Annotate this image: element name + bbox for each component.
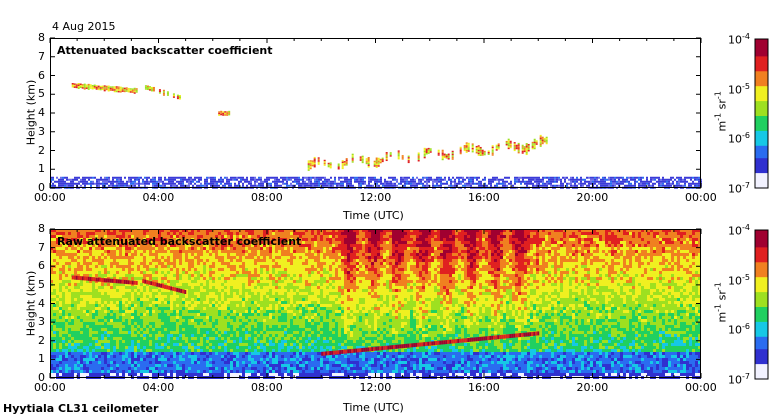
panel1-y-tick-label: 7 — [38, 49, 45, 63]
panel1-y-tick-label: 3 — [38, 124, 45, 138]
panel-title-1: Attenuated backscatter coefficient — [57, 44, 273, 57]
cloud-trace — [321, 331, 540, 356]
panel1-y-tick-label: 2 — [38, 143, 45, 157]
panel2-x-tick-label: 08:00 — [251, 381, 283, 394]
panel1-y-tick-label: 1 — [38, 162, 45, 176]
colorbar-tick-label: 10-4 — [728, 32, 750, 47]
unit-main: m — [715, 120, 729, 132]
x-axis-label-1: Time (UTC) — [343, 209, 404, 222]
plot-area-2 — [49, 228, 702, 379]
panel1-x-tick-label: 16:00 — [468, 191, 500, 204]
instrument-footer: Hyytiala CL31 ceilometer — [3, 402, 159, 415]
panel1-y-tick-label: 8 — [38, 31, 45, 44]
panel2-y-tick-label: 0 — [38, 371, 45, 384]
panel2-y-tick-label: 6 — [38, 259, 45, 273]
panel2-x-tick-label: 16:00 — [468, 381, 500, 394]
colorbar-tick-label: 10-5 — [728, 272, 750, 288]
unit-exp2: -1 — [713, 91, 723, 100]
panel2-y-tick-label: 2 — [38, 333, 45, 347]
panel1-y-tick-label: 5 — [38, 87, 45, 101]
panel2-y-tick-label: 8 — [38, 222, 45, 235]
unit-exp2: -1 — [713, 282, 723, 291]
panel2-y-tick-label: 1 — [38, 352, 45, 366]
cloud-feature — [218, 110, 231, 116]
x-axis-label-2: Time (UTC) — [343, 401, 404, 414]
panel2-y-tick-label: 5 — [38, 277, 45, 291]
panel2-x-tick-label: 00:00 — [685, 381, 717, 394]
panel2-x-tick-label: 00:00 — [34, 381, 66, 394]
colorbar-border — [754, 38, 769, 189]
panel2-y-tick-label: 4 — [38, 296, 45, 310]
panel2-x-tick-label: 04:00 — [142, 381, 175, 394]
unit-exp1: -1 — [713, 112, 723, 121]
colorbar-tick-label: 10-7 — [728, 372, 750, 387]
raw-backscatter-field — [50, 229, 701, 379]
colorbar-tick-label: 10-5 — [728, 81, 750, 97]
panel2-y-tick-label: 7 — [38, 240, 45, 254]
y-axis-label-2: Height (km) — [24, 270, 38, 337]
panel1-x-tick-label: 08:00 — [251, 191, 283, 204]
cloud-feature — [71, 82, 138, 94]
colorbar-tick-label: 10-6 — [728, 322, 750, 337]
colorbar-gradient-2 — [754, 229, 769, 380]
unit-mid: sr — [715, 290, 729, 304]
panel1-y-tick-label: 0 — [38, 181, 45, 194]
plot-frame-2 — [50, 229, 701, 378]
panel2-x-tick-label: 12:00 — [359, 381, 392, 394]
panel1-x-tick-label: 00:00 — [34, 191, 66, 204]
panel1-x-tick-label: 20:00 — [576, 191, 609, 204]
panel1-x-tick-label: 12:00 — [359, 191, 392, 204]
colorbar-steps — [755, 39, 768, 189]
colorbar-border — [754, 229, 769, 380]
cloud-feature — [307, 134, 548, 171]
date-label: 4 Aug 2015 — [52, 20, 116, 33]
panel2-x-tick-label: 20:00 — [576, 381, 609, 394]
y-axis-label-1: Height (km) — [24, 79, 38, 146]
cloud-feature — [144, 85, 181, 100]
panel1-x-tick-label: 04:00 — [142, 191, 175, 204]
unit-main: m — [715, 311, 729, 323]
unit-mid: sr — [715, 99, 729, 113]
panel1-y-tick-label: 6 — [38, 68, 45, 82]
plot-frame-1 — [50, 38, 701, 188]
colorbar-unit-1: m-1 sr-1 — [714, 83, 729, 139]
panel1-x-tick-label: 00:00 — [685, 191, 717, 204]
colorbar-tick-label: 10-6 — [728, 131, 750, 146]
colorbar-steps — [755, 230, 768, 380]
colorbar-tick-label: 10-4 — [728, 223, 750, 238]
panel1-y-tick-label: 4 — [38, 106, 45, 119]
panel-title-2: Raw attenuated backscatter coefficient — [57, 235, 302, 248]
colorbar-tick-label: 10-7 — [728, 181, 750, 196]
cloud-trace — [71, 275, 138, 285]
panel2-y-tick-label: 3 — [38, 315, 45, 329]
unit-exp1: -1 — [713, 303, 723, 312]
colorbar-gradient-1 — [754, 38, 769, 189]
cloud-trace — [142, 279, 187, 294]
colorbar-unit-2: m-1 sr-1 — [714, 274, 729, 330]
